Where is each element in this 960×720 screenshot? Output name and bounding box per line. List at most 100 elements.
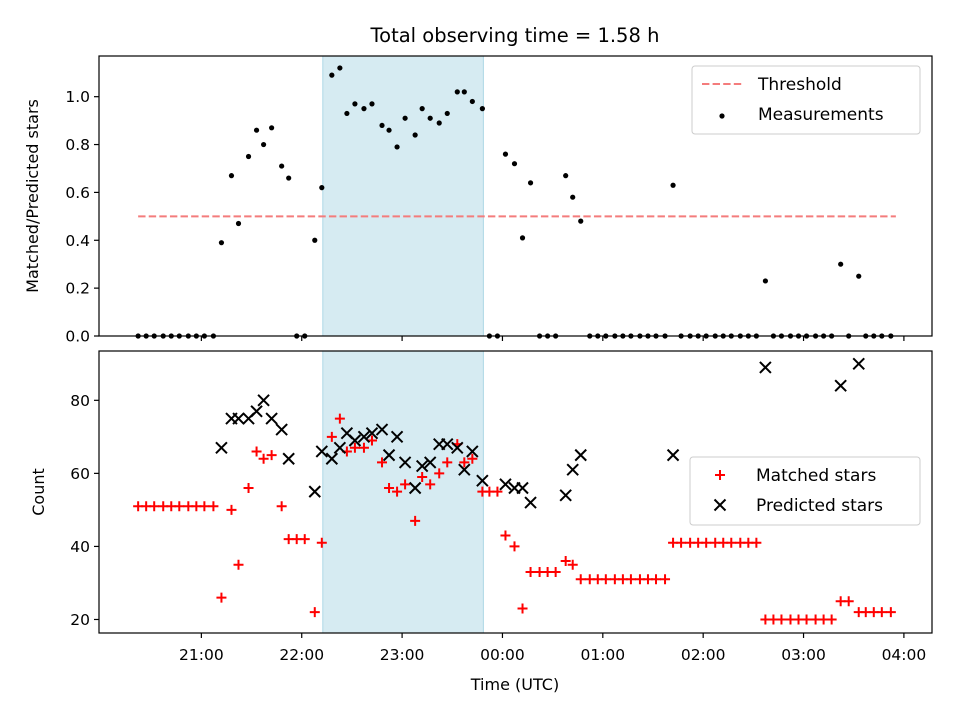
measurement-point [260,141,267,148]
matched-point [299,534,310,545]
matched-point [243,482,254,493]
matched-point [560,556,571,567]
predicted-point [398,456,412,469]
legend-label: Predicted stars [756,496,883,516]
measurement-point [479,106,485,112]
matched-point [776,614,787,625]
y-tick-label: 0.0 [65,328,90,346]
predicted-point [852,357,865,370]
series-measurements [135,65,894,339]
y-axis-label: Matched/Predicted stars [23,99,42,293]
predicted-point [265,412,278,425]
matched-point [349,442,360,453]
matched-point [651,574,662,585]
matched-point [358,442,369,453]
measurement-point [469,98,475,105]
matched-point [843,596,854,607]
matched-point [726,537,737,548]
predicted-point [375,423,389,436]
x-tick-label: 04:00 [882,646,927,664]
measurement-point [386,127,392,133]
measurement-point [245,153,252,160]
predicted-point [390,430,404,444]
measurement-point [269,125,275,131]
observing-window-band [322,350,484,634]
y-tick-label: 60 [70,465,90,483]
matched-point [801,614,812,625]
matched-point [316,537,327,548]
matched-point [199,501,210,512]
matched-point [392,486,403,497]
measurement-point [369,101,375,107]
matched-point [258,453,269,464]
matched-point [550,566,561,577]
measurement-point [578,218,584,224]
y-axis-label: Count [29,468,48,516]
predicted-point [333,441,347,455]
matched-point [334,413,345,424]
matched-point [876,607,887,618]
matched-point [276,501,287,512]
predicted-point [308,485,321,498]
legend-measurement-swatch [719,113,725,119]
measurement-point [312,237,318,243]
predicted-point [408,481,422,495]
legend-box [691,65,921,135]
measurement-point [394,144,400,150]
matched-point [600,574,611,585]
measurement-point [838,261,844,267]
predicted-point [232,412,245,425]
measurement-point [286,175,292,181]
legend-matched-swatch [715,470,725,480]
measurement-point [444,110,450,117]
matched-point [384,482,395,493]
predicted-point [282,452,295,465]
matched-point [377,457,388,468]
matched-point [251,446,262,457]
matched-point [410,515,421,526]
matched-point [149,501,160,512]
measurement-point [454,89,460,95]
y-tick-label: 0.2 [65,280,90,298]
observing-window-band [322,55,484,337]
measurement-point [329,72,335,78]
legend: Threshold Measurements [691,65,921,135]
predicted-point [382,448,396,462]
measurement-point [235,220,242,227]
predicted-point [365,426,379,440]
bottom-panel: 20 40 60 80 21:00 22:00 23:00 00:00 01:00 02:00 03… [29,350,933,664]
y-tick-label: 40 [70,538,90,556]
predicted-point [357,430,371,444]
legend-label: Matched stars [756,466,876,486]
measurement-point [461,89,467,95]
matched-point [885,607,896,618]
measurement-point [519,235,526,241]
y-tick-label: 0.4 [65,232,90,250]
axes-frame [98,55,933,337]
measurement-point [436,120,442,126]
predicted-point [451,441,464,455]
matched-point [309,607,320,618]
predicted-point [524,496,537,509]
measurement-point [856,273,862,279]
y-tick-label: 20 [70,611,90,629]
x-axis-label: Time (UTC) [470,675,559,694]
measurement-point [563,173,569,179]
predicted-point [499,478,512,491]
predicted-point [215,441,228,455]
predicted-point [275,423,288,436]
y-tick-label: 0.6 [65,184,90,202]
matched-point [226,504,237,515]
predicted-point [834,379,847,392]
predicted-point [250,405,263,418]
matched-point [660,574,671,585]
measurement-point [762,278,769,284]
matched-point [442,457,453,468]
x-tick-label: 00:00 [480,646,525,664]
legend-box [689,456,921,526]
measurement-point [419,106,425,112]
legend: Matched stars Predicted stars [689,456,921,526]
x-tick-label: 03:00 [781,646,826,664]
predicted-point [759,361,772,374]
